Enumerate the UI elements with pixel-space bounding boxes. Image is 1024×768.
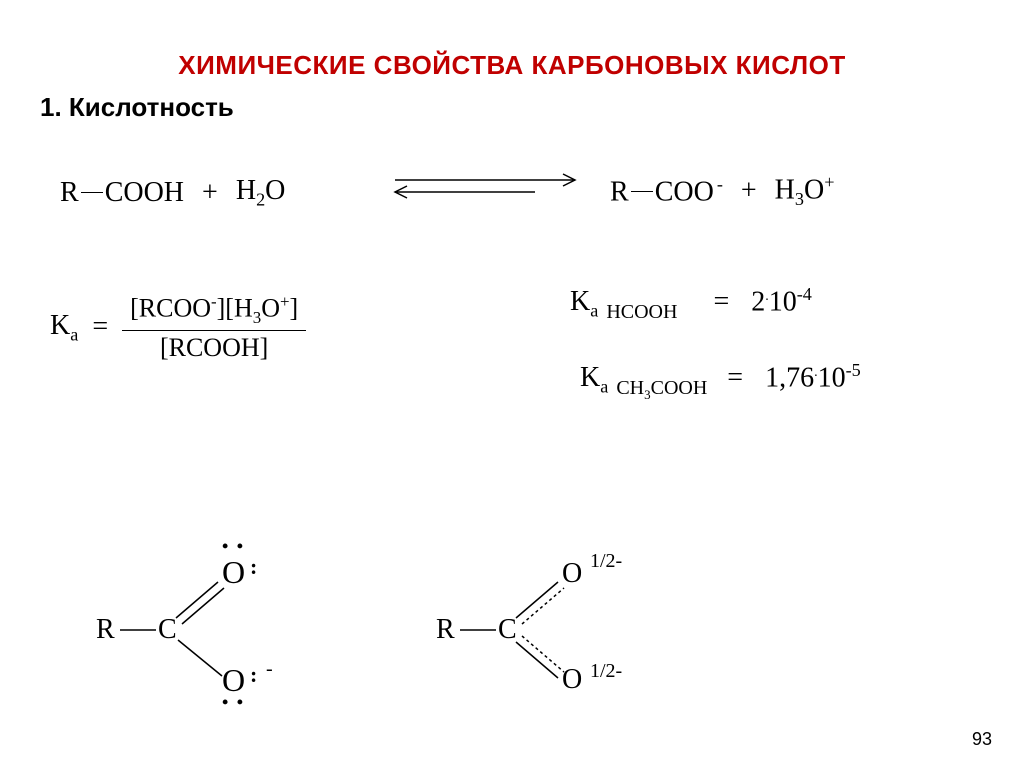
ka-den: [RCOOH] [152, 331, 276, 365]
kac-k: K [580, 362, 600, 393]
kah-exp: -4 [797, 284, 812, 304]
kac-exp: -5 [846, 360, 861, 380]
kac-cooh: COOH [651, 377, 708, 399]
s1-c: C [158, 614, 177, 646]
page-number: 93 [972, 729, 992, 750]
s2-r: R [436, 614, 455, 646]
s2-c: C [498, 614, 517, 646]
ka-k: K [50, 310, 70, 341]
kac-ch: CH [616, 377, 644, 399]
num-3: 3 [253, 308, 261, 327]
eq-coo: COO [655, 176, 714, 207]
eq-r2: R [610, 176, 629, 207]
plus-sign2: + [741, 175, 757, 207]
h3o-h: H [775, 174, 795, 205]
ka-eq: = [92, 311, 108, 343]
s2-half-bot: 1/2- [590, 660, 622, 683]
h3o-plus: + [824, 172, 834, 192]
lone-pair-icon: : [250, 554, 257, 580]
ka-a: a [70, 324, 78, 344]
h3o-o: O [804, 174, 824, 205]
s1-minus: - [266, 658, 273, 681]
kac-a: a [600, 377, 608, 397]
s2-o-top: O [562, 558, 582, 590]
num-r: ] [290, 294, 299, 323]
plus-sign: + [202, 177, 218, 209]
section-subtitle: 1. Кислотность [40, 92, 234, 123]
num-l: [RCOO [130, 294, 211, 323]
s1-o-top: O [222, 554, 245, 591]
h3o-3: 3 [795, 189, 804, 209]
equilibrium-left: R COOH + H2O [60, 175, 285, 211]
kac-ten: 10 [818, 362, 846, 393]
kah-k: K [570, 286, 590, 317]
num-o: O [261, 294, 280, 323]
equilibrium-arrow [385, 168, 585, 209]
s2-o-bot: O [562, 664, 582, 696]
h2o-h: H [236, 175, 256, 206]
kac-base: 1,76 [765, 362, 814, 393]
num-m: ][H [217, 294, 253, 323]
ka-ch3cooh: Ka CH3COOH = 1,76.10-5 [580, 360, 861, 398]
structure-carboxylate-lonepairs: R C O O : • • : • • - [90, 540, 330, 700]
coo-minus: - [717, 174, 723, 194]
kah-ten: 10 [769, 286, 797, 317]
s2-half-top: 1/2- [590, 550, 622, 573]
ka-hcooh: Ka HCOOH = 2.10-4 [570, 284, 812, 322]
kah-a: a [590, 301, 598, 321]
s1-r: R [96, 614, 115, 646]
equilibrium-right: RCOO- + H3O+ [610, 172, 835, 210]
h2o-2: 2 [256, 190, 265, 210]
kac-eq: = [727, 362, 743, 394]
lone-pair-icon: • • [222, 692, 245, 713]
structure-carboxylate-delocalized: R C O O 1/2- 1/2- [430, 540, 710, 700]
kah-base: 2 [751, 286, 765, 317]
eq-cooh: COOH [105, 177, 184, 208]
ka-formula: Ka = [RCOO-][H3O+] [RCOOH] [50, 290, 306, 365]
eq-r: R [60, 177, 79, 208]
lone-pair-icon: • • [222, 536, 245, 557]
kah-compound: HCOOH [606, 301, 677, 324]
page-title: ХИМИЧЕСКИЕ СВОЙСТВА КАРБОНОВЫХ КИСЛОТ [0, 50, 1024, 81]
lone-pair-icon: : [250, 662, 257, 688]
num-plus: + [280, 292, 290, 311]
h2o-o: O [265, 175, 285, 206]
kah-eq: = [713, 286, 729, 318]
